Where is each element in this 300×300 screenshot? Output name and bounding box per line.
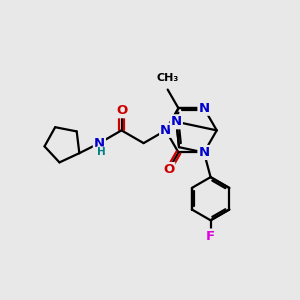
Text: O: O (163, 163, 174, 176)
Text: N: N (198, 102, 209, 115)
Text: N: N (160, 124, 171, 137)
Text: F: F (206, 230, 215, 242)
Text: N: N (171, 115, 182, 128)
Text: N: N (94, 136, 105, 150)
Text: H: H (97, 147, 106, 157)
Text: O: O (116, 104, 127, 117)
Text: CH₃: CH₃ (157, 73, 179, 83)
Text: N: N (198, 146, 209, 159)
